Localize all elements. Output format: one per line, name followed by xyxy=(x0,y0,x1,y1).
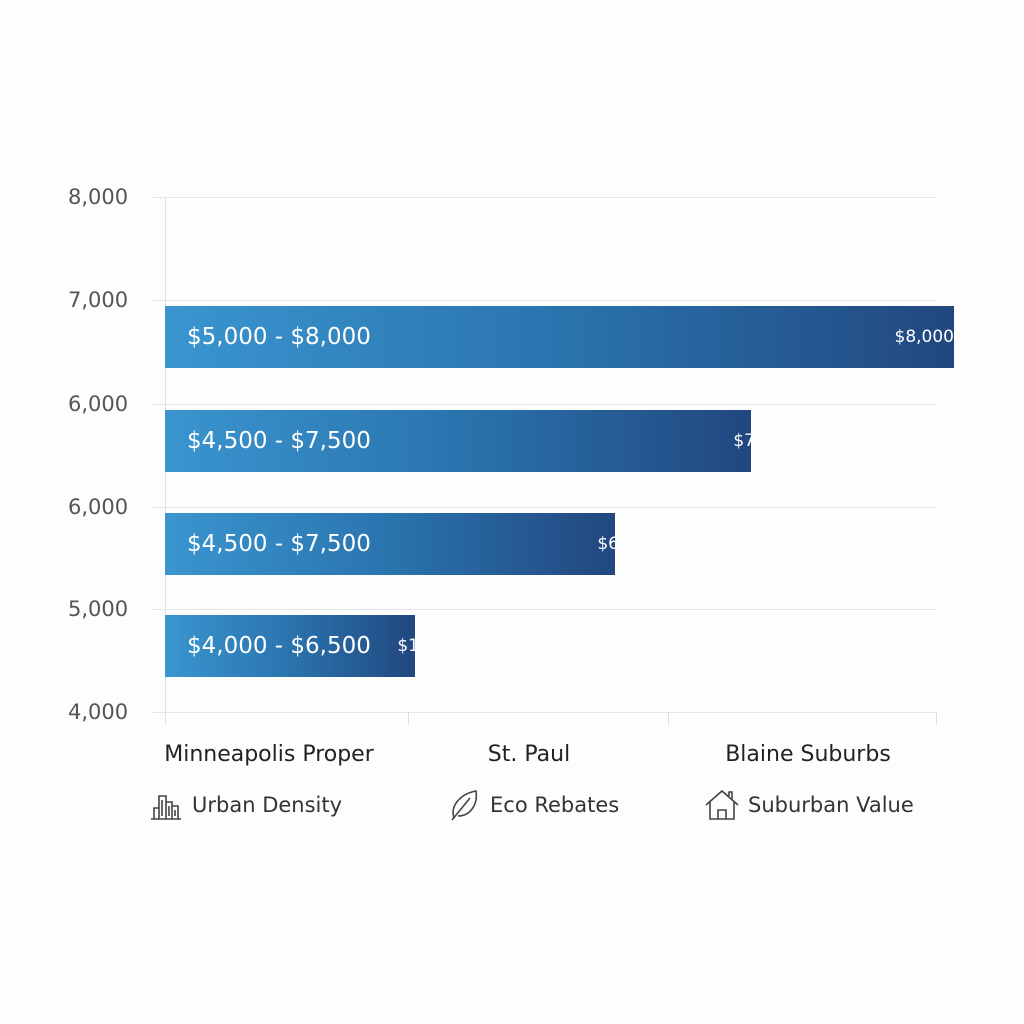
gridline xyxy=(152,609,936,610)
x-tick xyxy=(668,712,669,725)
legend-label: Eco Rebates xyxy=(490,793,620,817)
bar-range-label: $4,000 - $6,500 xyxy=(187,633,371,659)
gridline xyxy=(152,300,936,301)
y-tick-label: 5,000 xyxy=(68,597,129,621)
legend-label: Suburban Value xyxy=(748,793,914,817)
bar-range-label: $4,500 - $7,500 xyxy=(187,531,371,557)
y-tick-label: 4,000 xyxy=(68,700,129,724)
x-tick xyxy=(408,712,409,725)
bar: $4,000 - $6,500 $1 xyxy=(165,615,415,677)
leaf-icon xyxy=(451,790,478,821)
bar: $5,000 - $8,000 $8,000 xyxy=(165,306,954,368)
gridline xyxy=(152,404,936,405)
bar: $4,500 - $7,500 $6 xyxy=(165,513,615,575)
legend-label: Urban Density xyxy=(192,793,343,817)
bar-end-label: $7 xyxy=(733,431,751,451)
gridline xyxy=(152,712,936,713)
x-tick xyxy=(936,712,937,725)
bar-range-label: $5,000 - $8,000 xyxy=(187,324,371,350)
legend-item: Urban Density xyxy=(148,788,342,822)
y-tick-label: 6,000 xyxy=(68,495,129,519)
gridline xyxy=(152,197,936,198)
y-tick-label: 6,000 xyxy=(68,392,129,416)
legend-item: Suburban Value xyxy=(704,788,914,822)
gridline xyxy=(152,507,936,508)
city-buildings-icon xyxy=(151,795,181,820)
bar-end-label: $6 xyxy=(597,534,615,554)
bar: $4,500 - $7,500 $7 xyxy=(165,410,751,472)
category-label: St. Paul xyxy=(487,742,571,767)
bar-end-label: $8,000 xyxy=(894,327,954,347)
category-label: Minneapolis Proper xyxy=(164,742,374,767)
y-tick-label: 7,000 xyxy=(68,288,129,312)
y-tick-label: 8,000 xyxy=(68,185,129,209)
house-icon xyxy=(705,789,739,820)
bar-end-label: $1 xyxy=(397,636,415,656)
bar-range-label: $4,500 - $7,500 xyxy=(187,428,371,454)
category-label: Blaine Suburbs xyxy=(725,742,891,767)
legend-item: Eco Rebates xyxy=(446,788,619,822)
